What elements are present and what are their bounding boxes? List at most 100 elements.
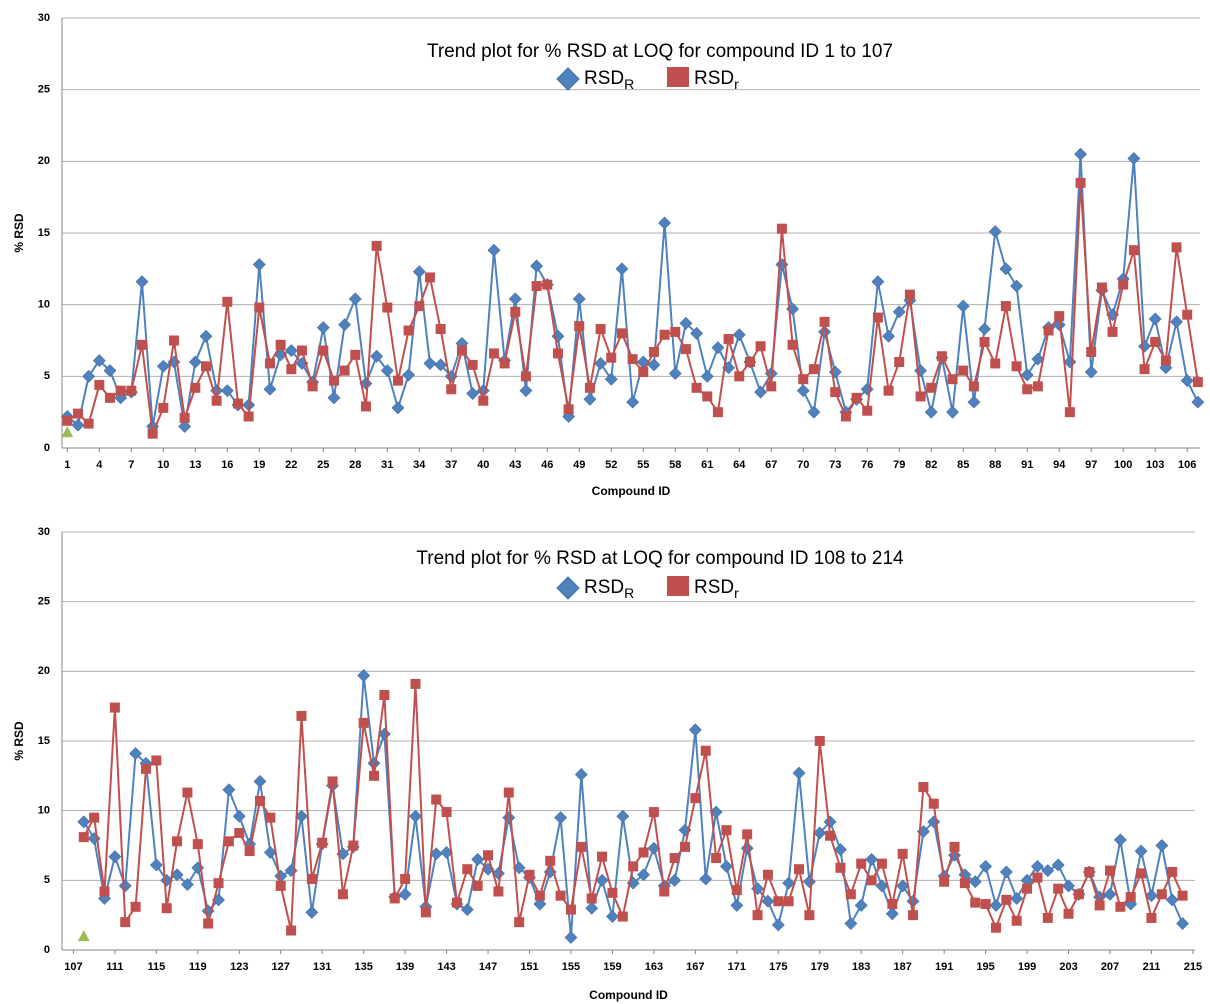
marker — [1180, 374, 1194, 388]
marker — [104, 392, 115, 403]
marker — [369, 770, 380, 781]
marker — [1146, 912, 1157, 923]
marker — [926, 382, 937, 393]
marker — [78, 832, 89, 843]
x-tick-label: 147 — [479, 961, 497, 973]
marker — [350, 349, 361, 360]
marker — [1127, 152, 1141, 165]
marker — [222, 296, 233, 307]
chart-title: Trend plot for % RSD at LOQ for compound… — [427, 41, 893, 62]
x-tick-label: 191 — [935, 961, 953, 973]
marker — [328, 375, 339, 386]
x-tick-label: 171 — [728, 961, 746, 973]
marker — [668, 367, 682, 380]
marker — [1103, 887, 1117, 901]
marker — [223, 836, 234, 847]
marker — [563, 404, 574, 415]
marker — [412, 265, 426, 279]
x-tick-label: 143 — [437, 961, 455, 973]
marker — [410, 678, 421, 689]
marker — [431, 794, 442, 805]
marker — [441, 807, 452, 818]
marker — [244, 846, 255, 857]
marker — [254, 795, 265, 806]
legend-name: RSD — [694, 68, 734, 89]
marker — [762, 869, 773, 880]
marker — [825, 830, 836, 841]
marker — [1042, 912, 1053, 923]
x-tick-label: 52 — [605, 459, 617, 471]
marker — [1139, 364, 1150, 375]
marker — [979, 336, 990, 347]
x-tick-label: 100 — [1114, 459, 1132, 471]
marker — [648, 346, 659, 357]
marker — [875, 879, 889, 893]
marker — [555, 890, 566, 901]
y-tick-label: 25 — [38, 596, 50, 608]
marker — [659, 329, 670, 340]
marker — [658, 216, 672, 230]
y-tick-label: 10 — [38, 299, 50, 311]
marker — [284, 344, 298, 357]
subplot: 0 5 10 15 20 25 30 1 4 7 10 13 16 19 22 25 28 31 34 37 40 43 4… — [12, 12, 1205, 498]
marker — [840, 411, 851, 422]
marker — [213, 878, 224, 889]
marker — [782, 876, 796, 890]
x-tick-label: 7 — [128, 459, 134, 471]
marker — [358, 717, 369, 728]
x-tick-label: 187 — [894, 961, 912, 973]
marker — [1167, 866, 1178, 877]
marker — [542, 279, 553, 290]
marker — [508, 292, 522, 306]
marker — [752, 910, 763, 921]
marker — [1086, 346, 1097, 357]
marker — [1138, 339, 1151, 353]
marker — [783, 896, 794, 907]
marker — [451, 897, 462, 908]
marker — [732, 328, 746, 342]
marker — [99, 886, 110, 897]
marker — [1170, 315, 1183, 329]
marker — [670, 326, 681, 337]
marker — [348, 292, 362, 306]
marker — [1107, 326, 1118, 337]
marker — [1031, 859, 1044, 873]
marker — [136, 339, 147, 350]
marker — [1022, 883, 1033, 894]
marker — [851, 392, 862, 403]
marker — [109, 702, 120, 713]
x-tick-label: 28 — [349, 459, 361, 471]
marker — [690, 793, 701, 804]
marker — [1010, 279, 1023, 293]
marker — [424, 272, 435, 283]
marker — [947, 374, 958, 385]
marker — [530, 259, 544, 273]
marker — [967, 395, 981, 409]
marker — [1051, 858, 1065, 872]
x-tick-label: 37 — [445, 459, 457, 471]
marker — [776, 223, 787, 234]
marker — [126, 385, 137, 396]
marker — [637, 868, 650, 882]
x-tick-label: 22 — [285, 459, 297, 471]
marker — [956, 299, 970, 313]
marker — [253, 774, 267, 788]
marker — [731, 885, 742, 896]
marker — [179, 412, 190, 423]
series — [78, 678, 1188, 936]
y-tick-label: 30 — [38, 12, 50, 24]
marker — [949, 841, 960, 852]
marker — [359, 377, 373, 390]
marker — [959, 878, 970, 889]
marker — [647, 358, 661, 372]
marker — [787, 339, 798, 350]
marker — [545, 855, 556, 866]
marker — [830, 387, 841, 398]
marker — [1022, 384, 1033, 395]
marker — [802, 875, 816, 889]
marker — [232, 809, 246, 823]
marker — [510, 306, 521, 317]
marker — [348, 840, 359, 851]
marker — [1010, 892, 1024, 905]
marker — [1041, 864, 1055, 878]
